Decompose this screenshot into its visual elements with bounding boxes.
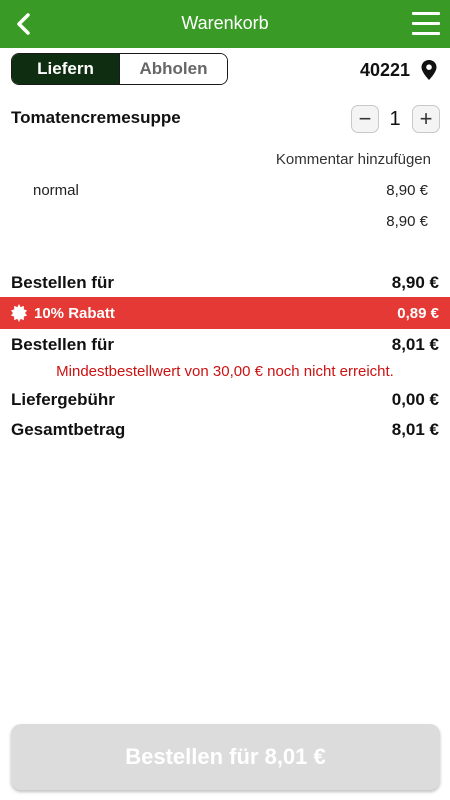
variant-price: 8,90 € [386,182,428,199]
tab-deliver[interactable]: Liefern [12,54,119,84]
discount-banner: 10% Rabatt 0,89 € [0,297,450,329]
delivery-fee-label: Liefergebühr [11,390,115,409]
tab-pickup[interactable]: Abholen [119,54,227,84]
delivery-mode-switch: Liefern Abholen [11,53,228,85]
subtotal-row: Bestellen für 8,90 € [11,273,439,293]
discounted-total-label: Bestellen für [11,335,114,354]
decrease-quantity-button[interactable]: − [351,105,379,133]
hamburger-menu-icon [412,12,440,15]
subtotal-label: Bestellen für [11,273,114,292]
back-button[interactable] [8,8,40,40]
item-total-price: 8,90 € [386,213,428,230]
starburst-badge-icon [10,304,28,322]
chevron-left-icon [17,13,30,35]
variant-label: normal [33,182,79,199]
page-title: Warenkorb [181,13,269,33]
grand-total-value: 8,01 € [391,420,439,439]
discounted-total-value: 8,01 € [391,335,439,354]
header-bar: Warenkorb [0,0,450,48]
product-name: Tomatencremesuppe [11,108,181,127]
postal-code[interactable]: 40221 [359,60,410,80]
increase-quantity-button[interactable]: + [412,105,440,133]
delivery-fee-value: 0,00 € [391,390,439,409]
add-comment-link[interactable]: Kommentar hinzufügen [275,151,431,168]
place-order-button[interactable]: Bestellen für 8,01 € [11,724,440,790]
delivery-fee-row: Liefergebühr 0,00 € [11,390,439,410]
quantity-value: 1 [389,108,401,130]
grand-total-row: Gesamtbetrag 8,01 € [11,420,439,440]
map-pin-icon[interactable] [420,59,438,81]
grand-total-label: Gesamtbetrag [11,420,126,439]
minimum-order-warning: Mindestbestellwert von 30,00 € noch nich… [56,363,394,380]
discounted-total-row: Bestellen für 8,01 € [11,335,439,355]
menu-button[interactable] [410,10,442,38]
subtotal-value: 8,90 € [391,273,439,292]
discount-label: 10% Rabatt [34,305,115,322]
discount-value: 0,89 € [397,305,439,322]
